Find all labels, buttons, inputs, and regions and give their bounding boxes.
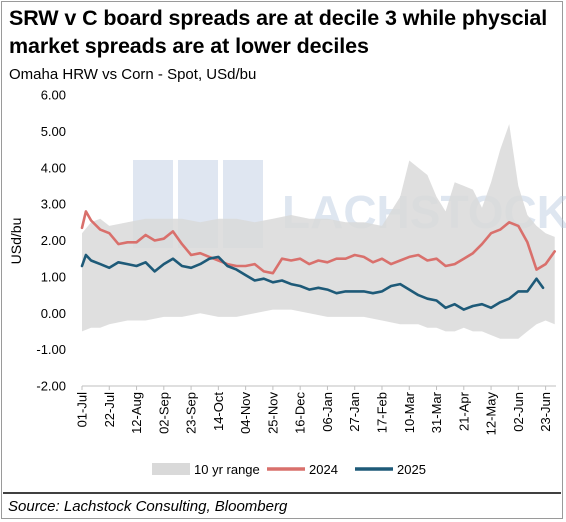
source-divider — [3, 492, 561, 494]
legend-2024: 2024 — [267, 462, 338, 477]
x-tick-label: 12-Aug — [129, 392, 144, 434]
y-tick-label: 4.00 — [41, 160, 66, 175]
y-tick-label: 6.00 — [41, 88, 66, 103]
x-tick-label: 25-Nov — [265, 392, 280, 434]
legend-label: 2024 — [309, 462, 338, 477]
y-tick-label: 0.00 — [41, 306, 66, 321]
y-axis-label: USd/bu — [8, 218, 24, 265]
x-tick-label: 14-Oct — [211, 392, 226, 431]
x-axis-group: 01-Jul 22-Jul 12-Aug 02-Sep 23-Sep 14-Oct 04-N… — [75, 385, 556, 436]
chart-subtitle: Omaha HRW vs Corn - Spot, USd/bu — [9, 66, 257, 83]
x-tick-label: 21-Apr — [456, 391, 471, 431]
x-tick-label: 27-Jan — [347, 392, 362, 432]
x-tick-label: 12-May — [484, 392, 499, 436]
range-band-group — [82, 124, 555, 339]
x-tick-label: 02-Sep — [156, 392, 171, 434]
x-tick-label: 31-Mar — [429, 391, 444, 433]
y-tick-label: 3.00 — [41, 197, 66, 212]
source-note: Source: Lachstock Consulting, Bloomberg — [8, 498, 288, 515]
legend-label: 10 yr range — [194, 462, 260, 477]
x-tick-label: 02-Jun — [511, 392, 526, 432]
legend: 10 yr range 2024 2025 — [152, 462, 426, 477]
series-2025-line — [80, 253, 545, 311]
x-tick-label: 04-Nov — [238, 392, 253, 434]
x-tick-label: 23-Sep — [184, 392, 199, 434]
series-10yr-range-band — [82, 124, 555, 339]
x-tick-label: 01-Jul — [75, 392, 90, 428]
x-tick-label: 23-Jun — [538, 392, 553, 432]
x-tick-label: 22-Jul — [102, 392, 117, 428]
y-tick-label: -1.00 — [36, 342, 66, 357]
legend-10yr-range: 10 yr range — [152, 462, 260, 477]
x-tick-label: 17-Feb — [374, 392, 389, 433]
y-tick-label: 1.00 — [41, 269, 66, 284]
x-tick-label: 06-Jan — [320, 392, 335, 432]
legend-swatch — [152, 463, 190, 475]
x-tick-label: 16-Dec — [293, 392, 308, 434]
series-lines-group — [80, 210, 557, 311]
series-2024-line — [80, 210, 557, 275]
y-tick-label: 5.00 — [41, 124, 66, 139]
legend-2025: 2025 — [355, 462, 426, 477]
y-tick-label: 2.00 — [41, 233, 66, 248]
x-tick-label: 10-Mar — [402, 391, 417, 433]
legend-label: 2025 — [397, 462, 426, 477]
y-axis-group: -2.00 -1.00 0.00 1.00 2.00 3.00 4.00 5.00 6.00 — [36, 88, 66, 394]
chart-title: SRW v C board spreads are at decile 3 wh… — [9, 6, 548, 58]
y-tick-label: -2.00 — [36, 379, 66, 394]
